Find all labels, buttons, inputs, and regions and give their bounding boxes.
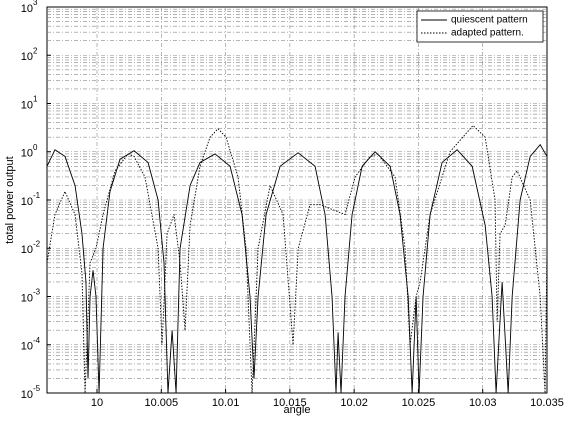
- y-tick-label: 10: [21, 99, 33, 111]
- y-tick-exponent: 1: [33, 95, 38, 104]
- y-tick-exponent: 0: [33, 143, 38, 152]
- y-tick-label: 10: [21, 292, 33, 304]
- y-tick-exponent: 2: [33, 46, 38, 55]
- y-tick-exponent: 3: [33, 0, 38, 7]
- y-tick-exponent: -2: [33, 239, 41, 248]
- y-tick-exponent: -1: [33, 191, 41, 200]
- legend-label: quiescent pattern: [451, 15, 528, 26]
- y-tick-exponent: -5: [33, 384, 41, 393]
- y-tick-exponent: -4: [33, 336, 41, 345]
- x-tick-label: 10.03: [469, 397, 497, 409]
- y-tick-label: 10: [21, 341, 33, 353]
- series-line: [46, 124, 548, 394]
- x-axis-label: angle: [284, 404, 311, 416]
- y-axis-label: total power output: [4, 156, 16, 243]
- y-tick-label: 10: [21, 244, 33, 256]
- legend-label: adapted pattern.: [451, 28, 524, 39]
- x-tick-label: 10.015: [273, 397, 307, 409]
- y-tick-label: 10: [21, 196, 33, 208]
- legend-box: [416, 10, 544, 43]
- y-tick-label: 10: [21, 389, 33, 401]
- y-tick-label: 10: [21, 51, 33, 63]
- y-tick-exponent: -3: [33, 288, 41, 297]
- grid: [47, 7, 547, 393]
- y-tick-label: 10: [21, 148, 33, 160]
- x-tick-label: 10.005: [144, 397, 178, 409]
- x-tick-label: 10.01: [212, 397, 240, 409]
- x-tick-label: 10: [91, 397, 103, 409]
- series-line: [46, 143, 548, 394]
- y-tick-label: 10: [21, 3, 33, 15]
- x-tick-label: 10.035: [530, 397, 564, 409]
- x-tick-label: 10.025: [402, 397, 436, 409]
- x-tick-label: 10.02: [340, 397, 368, 409]
